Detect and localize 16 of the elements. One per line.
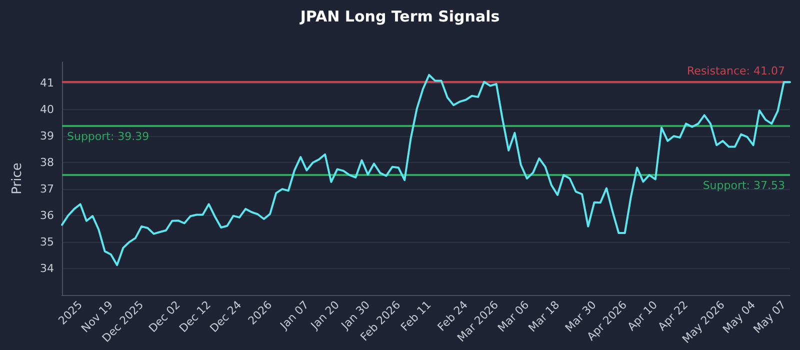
y-tick-label: 38 bbox=[40, 156, 54, 170]
chart-title: JPAN Long Term Signals bbox=[299, 8, 500, 26]
y-tick-label: 41 bbox=[40, 76, 54, 90]
x-tick-label: Apr 10 bbox=[625, 298, 660, 334]
ref-line-label: Support: 39.39 bbox=[67, 130, 150, 143]
y-tick-label: 35 bbox=[40, 236, 54, 249]
y-tick-label: 36 bbox=[40, 209, 54, 222]
ref-line-label: Support: 37.53 bbox=[702, 179, 785, 192]
x-tick-label: Feb 11 bbox=[398, 298, 434, 334]
y-tick-label: 34 bbox=[40, 262, 54, 276]
y-tick-label: 39 bbox=[40, 130, 54, 143]
y-tick-label: 37 bbox=[40, 182, 54, 196]
ref-line-label: Resistance: 41.07 bbox=[687, 64, 785, 78]
y-tick-label: 40 bbox=[40, 103, 54, 116]
y-axis-title: Price bbox=[10, 162, 25, 194]
line-series bbox=[61, 74, 791, 266]
